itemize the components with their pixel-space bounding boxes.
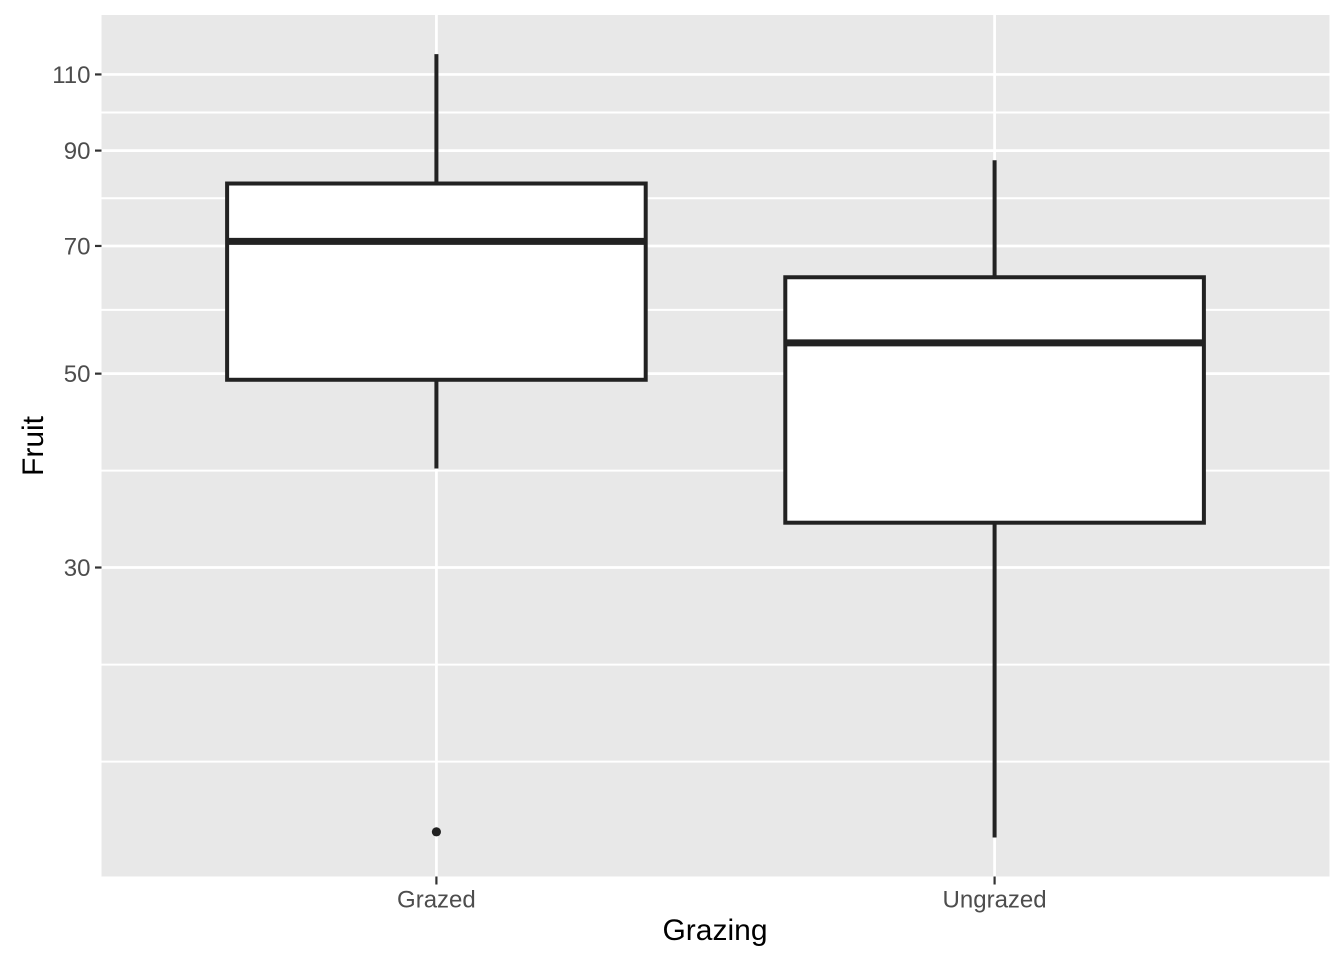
y-tick-label: 70 (64, 233, 91, 260)
x-axis-title: Grazing (662, 914, 768, 947)
y-tick-label: 110 (52, 62, 90, 89)
box-grazed (225, 181, 648, 382)
y-tick-label: 50 (64, 361, 91, 388)
y-axis-title: Fruit (17, 416, 50, 476)
outlier-point (431, 827, 442, 837)
y-tick-label: 30 (64, 555, 91, 582)
x-tick-label: Ungrazed (943, 887, 1047, 914)
box-ungrazed (783, 275, 1206, 525)
x-tick-label: Grazed (397, 887, 476, 914)
y-tick-label: 90 (64, 138, 91, 165)
